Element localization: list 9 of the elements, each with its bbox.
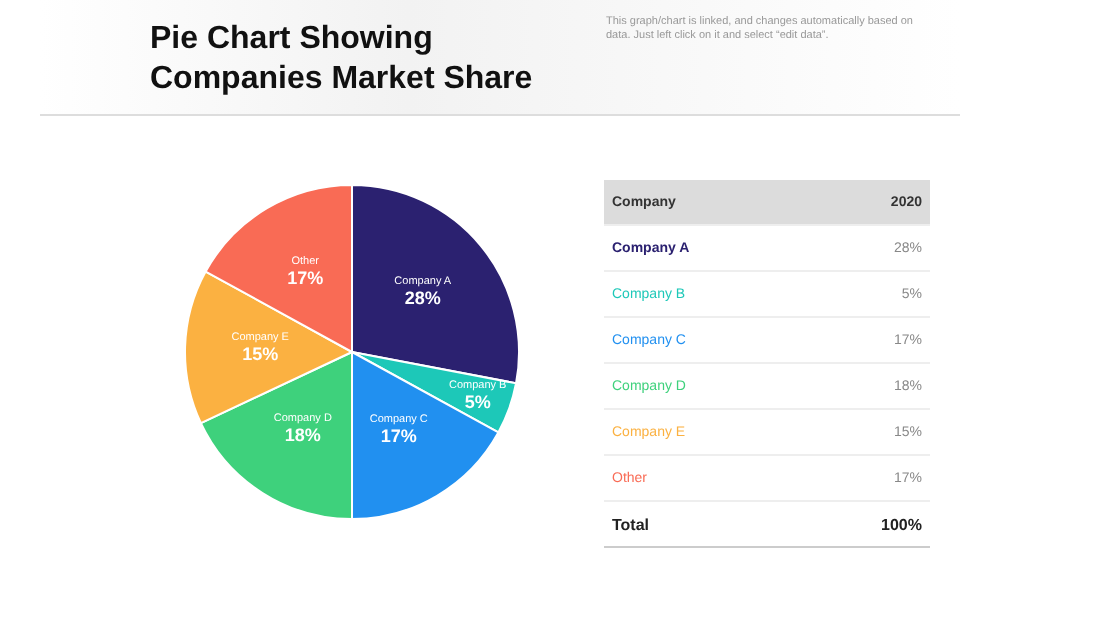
data-label: 5%	[464, 392, 491, 413]
data-label: 18%	[284, 424, 321, 445]
text: Total	[604, 501, 807, 547]
data-label: 17%	[287, 267, 324, 288]
data-label: 17%	[380, 426, 417, 447]
chart-title: Pie Chart Showing Companies Market Share	[150, 22, 533, 96]
data-label: 15%	[242, 344, 279, 365]
text: 100%	[806, 501, 930, 547]
data-label: 28%	[404, 288, 441, 309]
